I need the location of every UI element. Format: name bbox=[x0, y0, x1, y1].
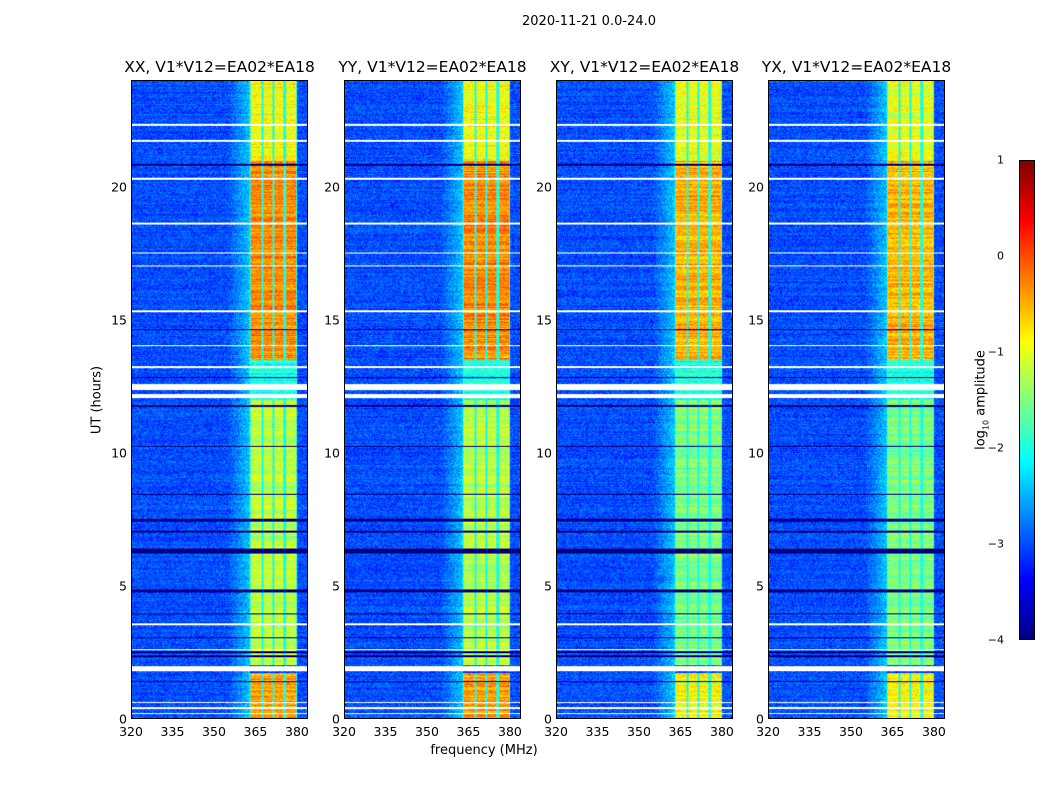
y-tick-label: 0 bbox=[332, 711, 340, 727]
x-tick-label: 320 bbox=[119, 724, 143, 739]
y-tick-label: 10 bbox=[536, 445, 552, 461]
panel-title-1: XX, V1*V12=EA02*EA18 bbox=[124, 58, 315, 76]
x-tick-label: 350 bbox=[202, 724, 226, 739]
panel-title-2: YY, V1*V12=EA02*EA18 bbox=[338, 58, 527, 76]
panel-title-3: XY, V1*V12=EA02*EA18 bbox=[549, 58, 740, 76]
x-tick-label: 350 bbox=[627, 724, 651, 739]
spectrogram-panel-2 bbox=[344, 80, 521, 719]
panel-title-4: YX, V1*V12=EA02*EA18 bbox=[761, 58, 952, 76]
figure-title: 2020-11-21 0.0-24.0 bbox=[522, 14, 656, 29]
x-tick-label: 365 bbox=[880, 724, 905, 739]
y-tick-label: 5 bbox=[756, 578, 764, 594]
x-axis-label: frequency (MHz) bbox=[430, 743, 538, 758]
y-tick-label: 15 bbox=[536, 312, 552, 328]
y-tick-label: 10 bbox=[111, 445, 127, 461]
y-tick-label: 0 bbox=[544, 711, 552, 727]
colorbar-tick-label: −2 bbox=[987, 441, 1004, 455]
spectrogram-panel-4 bbox=[768, 80, 945, 719]
y-axis-label: UT (hours) bbox=[89, 365, 105, 435]
x-tick-label: 320 bbox=[544, 724, 568, 739]
spectrogram-panel-1 bbox=[131, 80, 308, 719]
x-tick-label: 365 bbox=[456, 724, 481, 739]
colorbar bbox=[1019, 160, 1035, 640]
y-tick-label: 15 bbox=[748, 312, 764, 328]
y-tick-label: 15 bbox=[324, 312, 340, 328]
y-tick-label: 5 bbox=[119, 578, 127, 594]
x-tick-label: 320 bbox=[756, 724, 780, 739]
colorbar-label: log10 amplitude bbox=[973, 350, 991, 450]
y-tick-label: 0 bbox=[119, 711, 127, 727]
colorbar-tick-label: 0 bbox=[997, 249, 1004, 263]
spectrogram-panel-3 bbox=[556, 80, 733, 719]
x-tick-label: 380 bbox=[498, 724, 522, 739]
x-tick-label: 380 bbox=[710, 724, 734, 739]
x-tick-label: 350 bbox=[839, 724, 863, 739]
colorbar-tick-label: −3 bbox=[987, 537, 1004, 551]
x-tick-label: 365 bbox=[243, 724, 268, 739]
y-tick-label: 10 bbox=[324, 445, 340, 461]
y-tick-label: 5 bbox=[544, 578, 552, 594]
y-tick-label: 15 bbox=[111, 312, 127, 328]
y-tick-label: 20 bbox=[111, 179, 127, 194]
y-tick-label: 20 bbox=[536, 179, 552, 194]
y-tick-label: 10 bbox=[748, 445, 764, 461]
x-tick-label: 335 bbox=[373, 724, 398, 739]
x-tick-label: 320 bbox=[332, 724, 356, 739]
x-tick-label: 335 bbox=[160, 724, 185, 739]
colorbar-tick-label: −4 bbox=[987, 633, 1004, 647]
x-tick-label: 380 bbox=[285, 724, 309, 739]
y-tick-label: 20 bbox=[324, 179, 340, 194]
colorbar-tick-label: 1 bbox=[997, 153, 1004, 167]
x-tick-label: 335 bbox=[797, 724, 822, 739]
y-tick-label: 5 bbox=[332, 578, 340, 594]
x-tick-label: 380 bbox=[922, 724, 946, 739]
x-tick-label: 335 bbox=[585, 724, 610, 739]
x-tick-label: 365 bbox=[668, 724, 693, 739]
x-tick-label: 350 bbox=[415, 724, 439, 739]
colorbar-tick-label: −1 bbox=[987, 345, 1004, 359]
y-tick-label: 20 bbox=[748, 179, 764, 194]
y-tick-label: 0 bbox=[756, 711, 764, 727]
